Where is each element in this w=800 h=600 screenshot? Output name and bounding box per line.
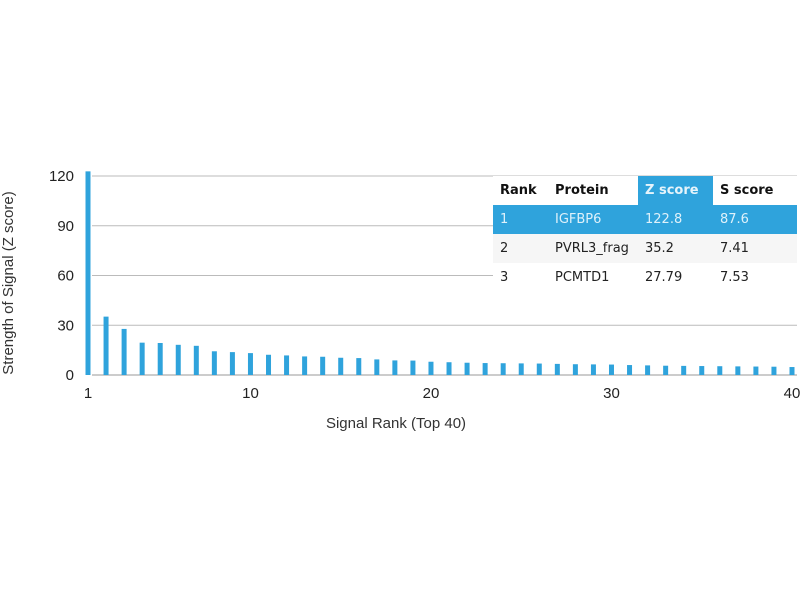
bar-rank-33 [663, 365, 669, 375]
x-tick-label: 30 [603, 385, 620, 402]
bar-rank-39 [771, 366, 777, 375]
bar-rank-5 [157, 342, 163, 375]
top-signals-table: Rank Protein Z score S score 1 IGFBP6 12… [493, 176, 797, 292]
bar-rank-15 [338, 357, 344, 375]
bar-rank-14 [320, 356, 326, 375]
cell-rank: 2 [493, 234, 548, 263]
cell-rank: 1 [493, 205, 548, 234]
bar-rank-26 [536, 363, 542, 375]
header-z-score: Z score [638, 176, 713, 205]
bar-rank-38 [753, 366, 759, 375]
bar-rank-1 [85, 171, 91, 375]
bar-rank-27 [554, 363, 560, 375]
y-tick-label: 90 [57, 218, 74, 235]
table-row: 1 IGFBP6 122.8 87.6 [493, 205, 797, 234]
bar-rank-19 [410, 360, 416, 375]
bar-rank-37 [735, 366, 741, 375]
x-axis-label: Signal Rank (Top 40) [326, 415, 466, 432]
x-tick-label: 40 [784, 385, 800, 402]
bar-rank-10 [247, 353, 253, 375]
cell-z-score: 35.2 [638, 234, 713, 263]
x-tick-label: 1 [84, 385, 92, 402]
bar-rank-32 [645, 365, 651, 375]
cell-z-score: 122.8 [638, 205, 713, 234]
cell-protein: PVRL3_frag [548, 234, 638, 263]
bar-rank-6 [175, 344, 181, 375]
bar-rank-9 [229, 352, 235, 375]
bar-rank-24 [500, 363, 506, 375]
bar-rank-25 [518, 363, 524, 375]
x-tick-label: 10 [242, 385, 259, 402]
table-header-row: Rank Protein Z score S score [493, 176, 797, 205]
bar-rank-8 [211, 351, 217, 375]
table-row: 3 PCMTD1 27.79 7.53 [493, 263, 797, 292]
bar-rank-2 [103, 316, 109, 375]
cell-s-score: 7.53 [713, 263, 797, 292]
cell-protein: IGFBP6 [548, 205, 638, 234]
bar-rank-16 [356, 358, 362, 375]
table-row: 2 PVRL3_frag 35.2 7.41 [493, 234, 797, 263]
header-rank: Rank [493, 176, 548, 205]
bar-rank-13 [302, 356, 308, 375]
bar-rank-23 [482, 363, 488, 375]
bar-rank-11 [266, 354, 272, 375]
bar-rank-12 [284, 355, 290, 375]
bar-rank-21 [446, 362, 452, 375]
cell-z-score: 27.79 [638, 263, 713, 292]
header-protein: Protein [548, 176, 638, 205]
cell-s-score: 87.6 [713, 205, 797, 234]
bar-rank-30 [608, 364, 614, 375]
y-tick-label: 60 [57, 268, 74, 285]
bar-rank-4 [139, 342, 145, 375]
bar-rank-40 [789, 367, 795, 375]
bar-rank-29 [590, 364, 596, 375]
bar-rank-18 [392, 360, 398, 375]
bar-rank-34 [681, 365, 687, 375]
cell-s-score: 7.41 [713, 234, 797, 263]
y-axis-label: Strength of Signal (Z score) [0, 191, 17, 374]
y-tick-label: 30 [57, 317, 74, 334]
y-tick-label: 120 [49, 168, 74, 185]
bar-rank-28 [572, 364, 578, 375]
bar-rank-3 [121, 328, 127, 375]
bar-rank-22 [464, 362, 470, 375]
header-s-score: S score [713, 176, 797, 205]
cell-rank: 3 [493, 263, 548, 292]
bar-rank-17 [374, 359, 380, 375]
bar-rank-7 [193, 345, 199, 375]
bar-rank-35 [699, 366, 705, 375]
bar-rank-20 [428, 361, 434, 375]
cell-protein: PCMTD1 [548, 263, 638, 292]
bar-rank-31 [627, 365, 633, 375]
y-tick-label: 0 [66, 367, 74, 384]
bar-rank-36 [717, 366, 723, 375]
x-tick-label: 20 [423, 385, 440, 402]
